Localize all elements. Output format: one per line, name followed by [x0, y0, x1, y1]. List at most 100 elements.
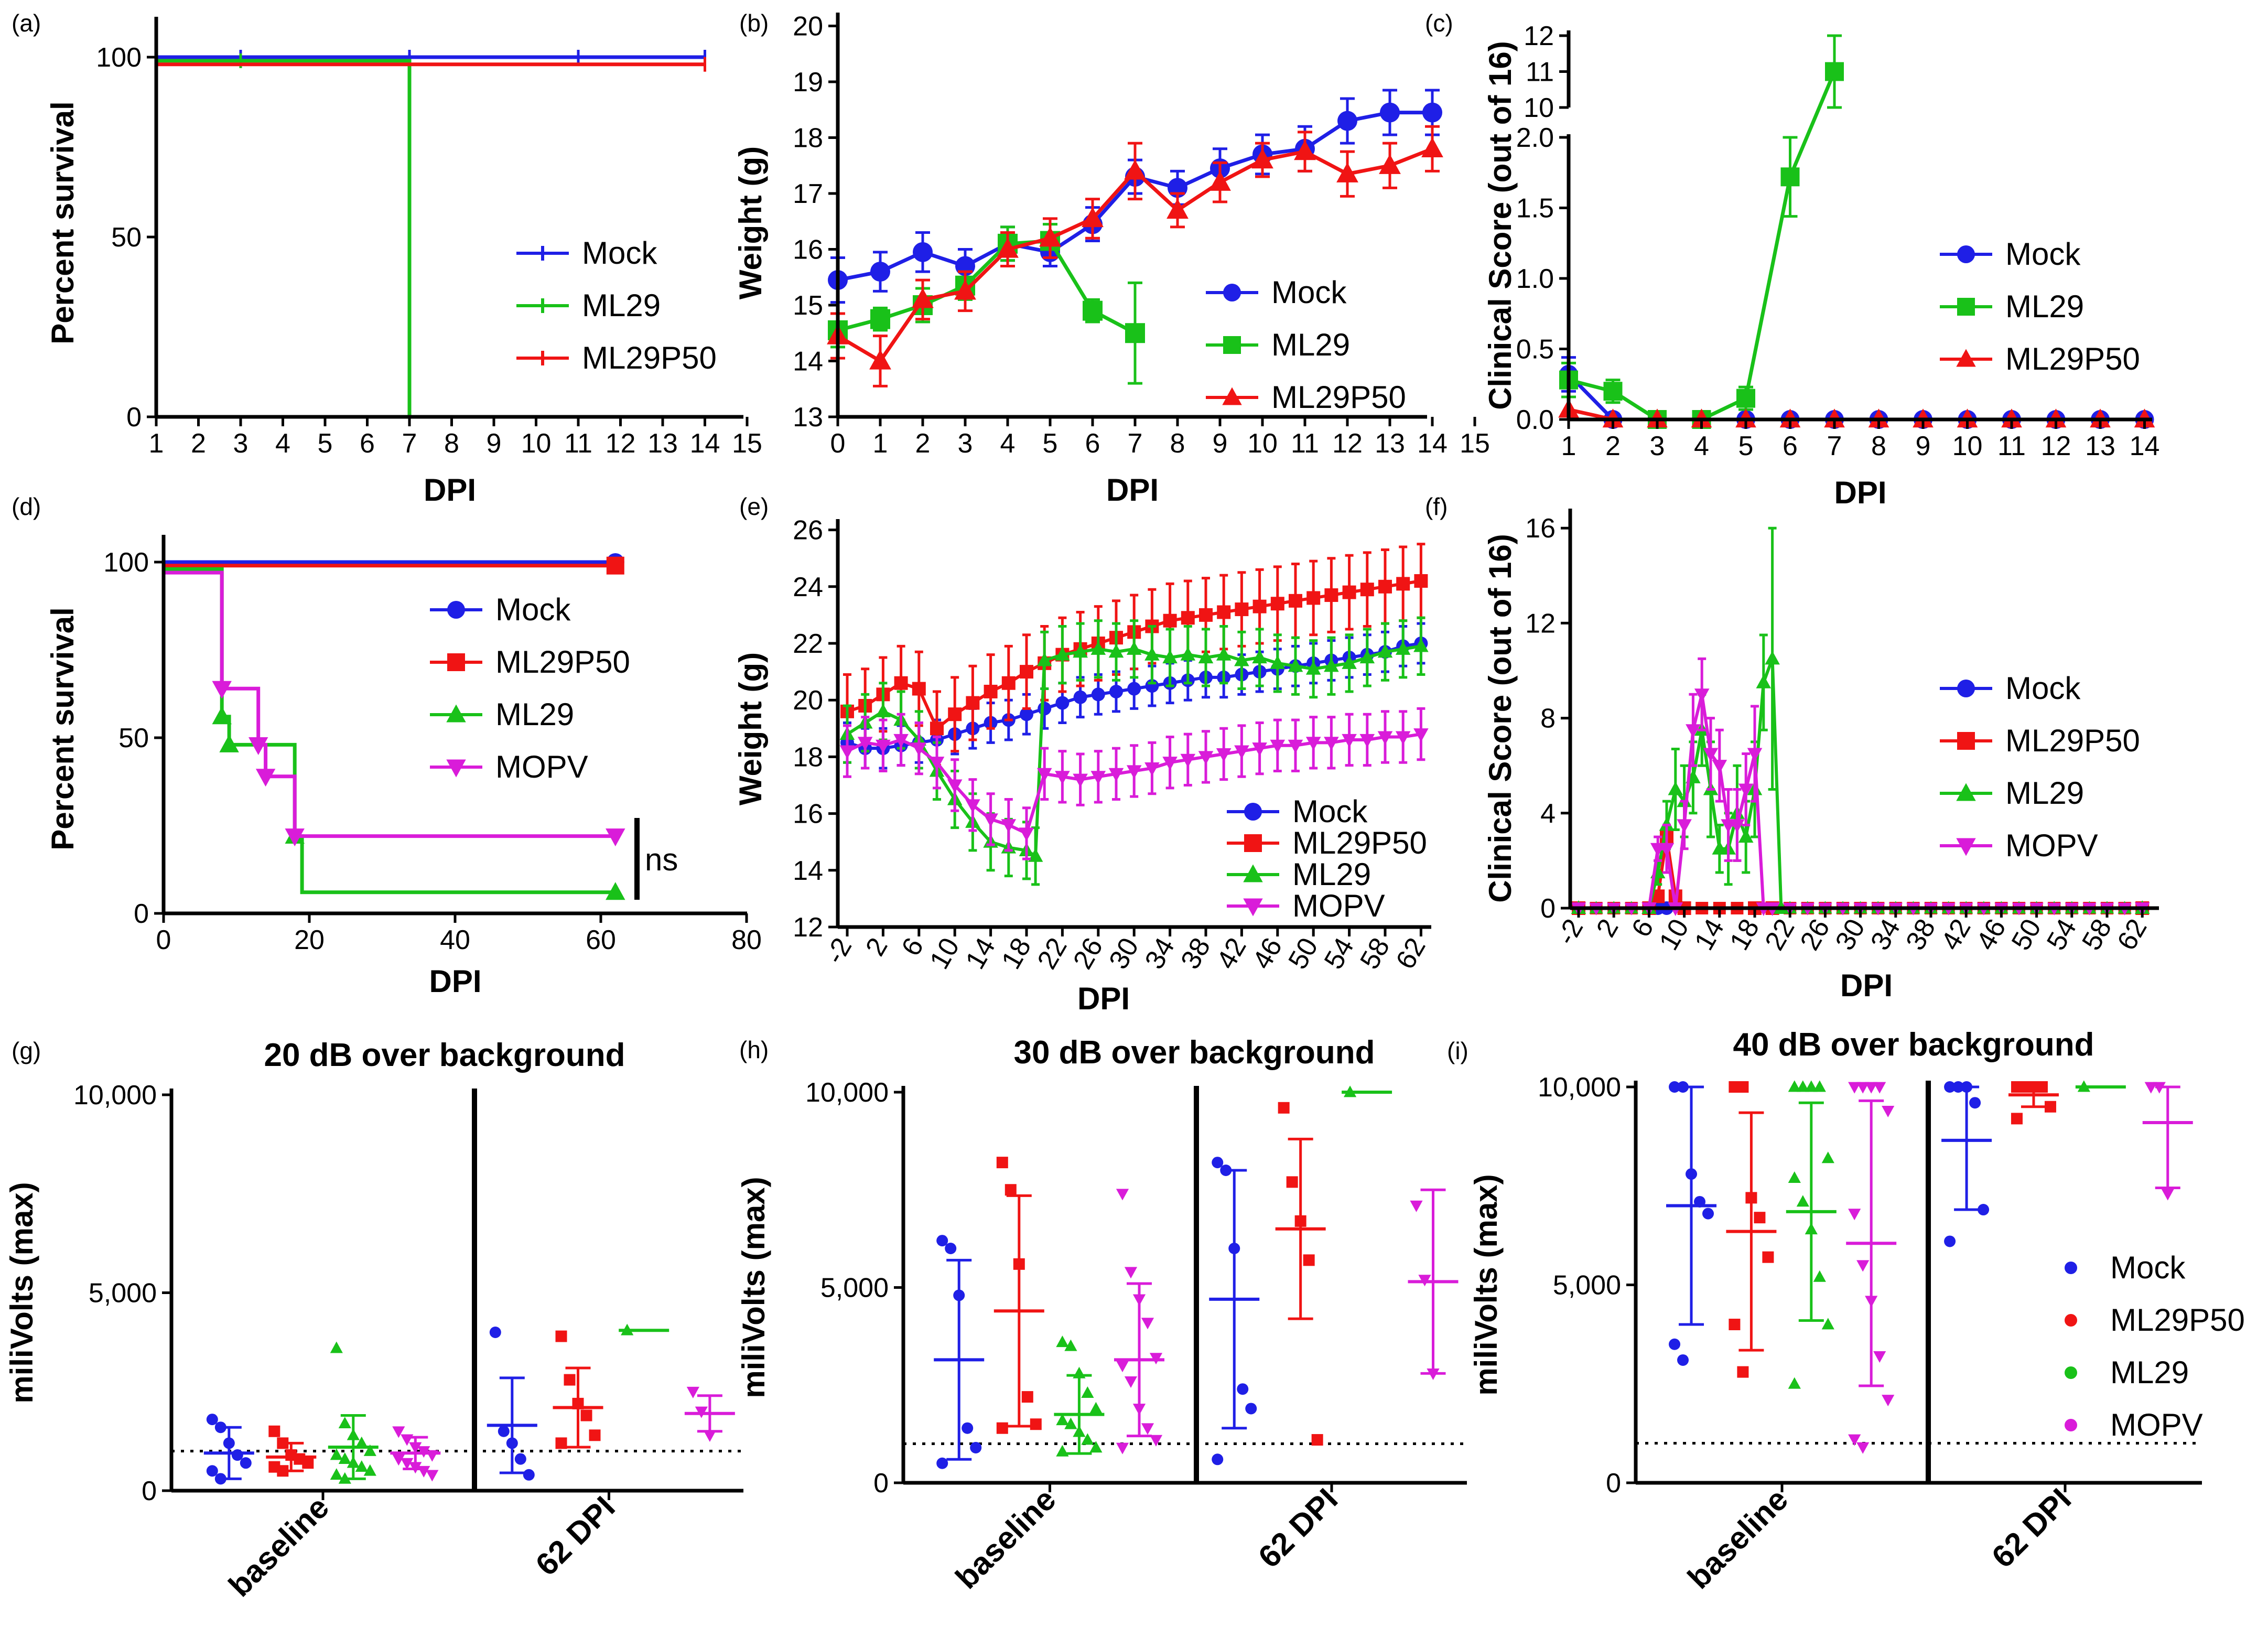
x-tick-label: 20	[294, 925, 325, 955]
data-point	[1882, 1105, 1895, 1117]
panel-h: (h) 30 dB over background 0 5,000 10,000 base…	[736, 1035, 1467, 1596]
legend-marker	[446, 759, 466, 778]
data-point	[1116, 1189, 1129, 1201]
data-point	[1019, 827, 1034, 842]
data-point	[1796, 1195, 1809, 1207]
data-point	[2011, 1113, 2023, 1125]
x-tick-label: 30	[1830, 914, 1871, 955]
data-point	[355, 1436, 368, 1448]
y-tick-label: 12	[1524, 21, 1554, 51]
y-axis-title: miliVolts (max)	[736, 1177, 771, 1398]
data-point	[1162, 650, 1178, 664]
data-point	[1378, 579, 1392, 594]
legend-label: ML29P50	[2110, 1302, 2245, 1338]
data-point	[1237, 1383, 1249, 1395]
data-point	[1359, 650, 1375, 664]
data-point	[1756, 674, 1772, 688]
legend-label: ML29	[2005, 289, 2084, 324]
legend-label: MOPV	[495, 749, 588, 784]
legend-label: Mock	[2005, 236, 2081, 272]
legend-marker	[1957, 732, 1975, 750]
legend-label: ML29P50	[582, 340, 717, 375]
data-point	[1737, 1366, 1749, 1378]
x-tick-label: 26	[1067, 933, 1109, 974]
legend-label: ML29	[2005, 775, 2084, 811]
data-point	[1030, 1418, 1042, 1430]
x-tick-label: 12	[606, 428, 636, 459]
data-point	[1703, 748, 1719, 762]
data-point	[1395, 731, 1411, 745]
x-tick-label: 13	[647, 428, 678, 459]
legend-marker	[1244, 803, 1262, 821]
data-point	[2044, 1101, 2056, 1113]
panel-e: (e)-2 2 6101418222630343842465054586212141…	[733, 493, 1432, 1016]
y-axis-title: miliVolts (max)	[1468, 1174, 1504, 1395]
y-tick-label: 16	[793, 799, 823, 829]
data-point	[912, 682, 926, 696]
data-point	[1180, 753, 1196, 768]
data-point	[1306, 591, 1321, 605]
data-point	[1873, 1351, 1886, 1363]
y-tick-label: 10,000	[805, 1078, 889, 1108]
x-tick-label: 50	[1282, 933, 1324, 974]
x-tick-label: 3	[1650, 431, 1665, 461]
series-Mock	[1666, 1081, 1992, 1366]
data-point	[970, 1441, 982, 1453]
legend-item: ML29	[1940, 289, 2084, 324]
data-point	[1199, 608, 1213, 622]
legend-marker	[446, 704, 466, 723]
data-point	[1659, 843, 1675, 857]
legend-marker	[1957, 245, 1975, 263]
y-tick-label: 18	[793, 742, 823, 772]
data-point	[1324, 658, 1339, 672]
x-tick-label: 7	[402, 428, 417, 459]
data-point	[1286, 1176, 1298, 1188]
data-point	[606, 556, 624, 575]
x-axis-title: DPI	[429, 964, 481, 999]
data-point	[1380, 102, 1400, 123]
legend-item: MOPV	[1227, 888, 1385, 923]
data-point	[1252, 650, 1267, 664]
data-point	[1162, 757, 1178, 771]
x-tick-label: 8	[444, 428, 459, 459]
data-point	[1413, 638, 1429, 652]
data-point	[1198, 751, 1214, 765]
data-point	[870, 309, 890, 329]
data-point	[1124, 159, 1146, 180]
data-point	[1421, 137, 1443, 157]
data-point	[857, 737, 873, 751]
x-tick-label: 2	[860, 933, 894, 961]
data-point	[1762, 1251, 1774, 1263]
data-point	[1198, 650, 1214, 664]
data-point	[1091, 687, 1105, 702]
data-point	[1108, 644, 1124, 658]
x-tick-label: 2	[1591, 914, 1625, 942]
legend-marker	[1243, 864, 1263, 882]
legend-item: MOPV	[430, 749, 588, 784]
group-label: 62 DPI	[529, 1490, 622, 1582]
x-tick-label: 9	[487, 428, 502, 459]
data-point	[330, 1468, 343, 1480]
panel-label: (d)	[12, 493, 41, 520]
x-tick-label: 12	[2041, 431, 2071, 461]
x-tick-label: 11	[1291, 428, 1319, 459]
data-point	[1813, 1270, 1826, 1282]
data-point	[1669, 1338, 1681, 1350]
panel-f: (f)-2 2 6101418222630343842465054586204812…	[1425, 493, 2159, 1003]
data-point	[1788, 1171, 1801, 1183]
data-point	[1082, 207, 1104, 228]
y-tick-label: 100	[96, 42, 142, 73]
data-point	[1235, 602, 1249, 617]
data-point	[1825, 62, 1844, 81]
ns-annotation: ns	[645, 842, 678, 877]
x-tick-label: 1	[1561, 431, 1576, 461]
data-point	[268, 1425, 280, 1437]
data-point	[1969, 1097, 1981, 1109]
data-point	[1141, 1423, 1154, 1435]
data-point	[1303, 1254, 1315, 1266]
x-tick-label: 4	[1000, 428, 1016, 459]
legend-item: ML29	[430, 697, 574, 732]
legend-item: ML29P50	[1940, 723, 2140, 758]
y-tick-label: 22	[793, 629, 823, 659]
